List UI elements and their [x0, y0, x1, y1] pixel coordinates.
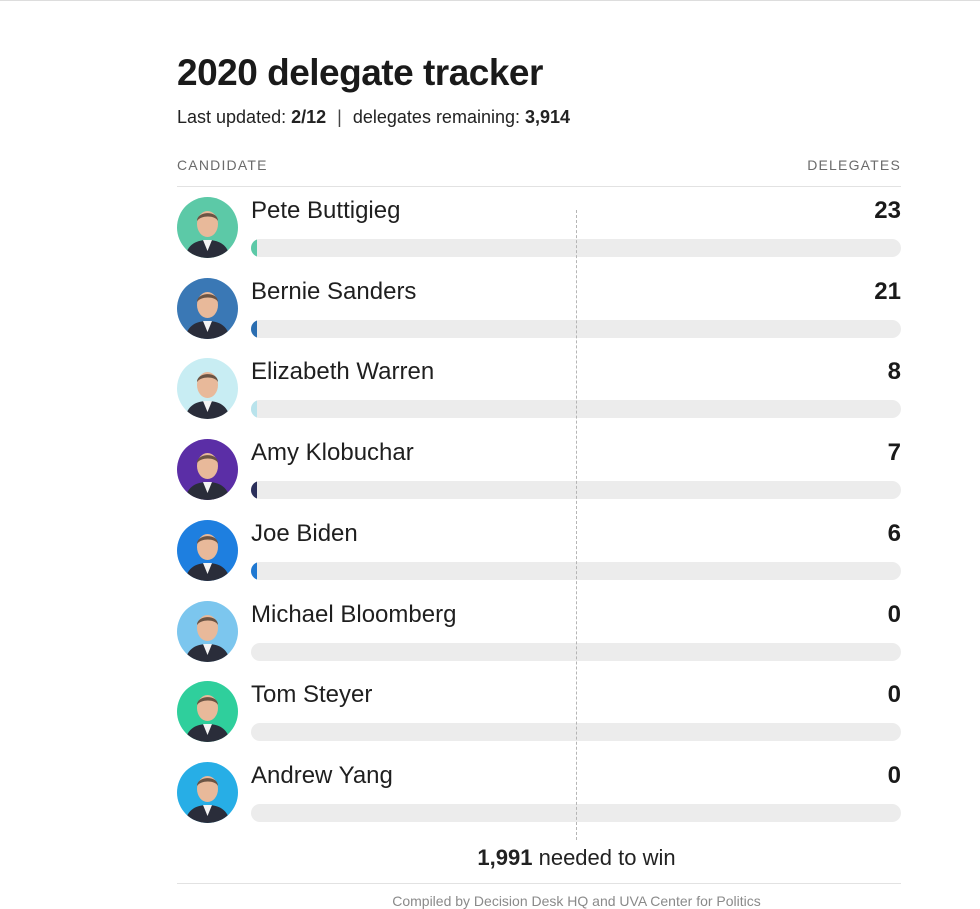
candidate-row: Joe Biden 6: [177, 519, 901, 600]
candidate-avatar: [177, 439, 238, 501]
delegate-bar: [251, 239, 257, 257]
delegate-count: 6: [887, 519, 901, 547]
delegate-count: 0: [887, 600, 901, 628]
delegate-count: 8: [887, 358, 901, 386]
delegates-column-header: DELEGATES: [807, 157, 901, 173]
win-threshold-value: 1,991: [477, 845, 533, 870]
table-header: CANDIDATE DELEGATES: [177, 157, 901, 175]
update-info: Last updated: 2/12 | delegates remaining…: [177, 107, 570, 128]
delegate-count: 0: [887, 761, 901, 789]
remaining-value: 3,914: [525, 107, 571, 127]
updated-label: Last updated:: [177, 107, 287, 127]
candidate-name: Tom Steyer: [251, 681, 373, 709]
candidate-name: Pete Buttigieg: [251, 197, 401, 224]
win-threshold-label: 1,991 needed to win: [177, 845, 976, 871]
candidate-name: Elizabeth Warren: [251, 358, 435, 386]
candidate-row: Elizabeth Warren 8: [177, 358, 901, 438]
candidate-row: Bernie Sanders 21: [177, 277, 901, 358]
delegate-bar: [251, 319, 257, 338]
delegate-bar: [251, 400, 257, 419]
candidate-avatar: [177, 519, 238, 581]
win-threshold-text: needed to win: [538, 845, 676, 870]
candidate-row: Amy Klobuchar 7: [177, 439, 901, 519]
candidate-name: Joe Biden: [251, 519, 358, 547]
candidate-row: Pete Buttigieg 23: [177, 197, 901, 277]
separator: |: [337, 107, 342, 127]
candidate-avatar: [177, 681, 238, 743]
remaining-label: delegates remaining:: [352, 107, 520, 127]
candidate-name: Amy Klobuchar: [251, 439, 414, 467]
delegate-tracker: 2020 delegate tracker Last updated: 2/12…: [177, 0, 901, 909]
candidate-row: Andrew Yang 0: [177, 761, 901, 842]
delegate-count: 7: [887, 439, 901, 467]
candidate-row: Michael Bloomberg 0: [177, 600, 901, 681]
header-divider: [177, 186, 901, 187]
footer-divider: [177, 883, 901, 884]
candidate-avatar: [177, 600, 238, 662]
candidate-column-header: CANDIDATE: [177, 157, 268, 173]
delegate-bar: [251, 561, 257, 580]
candidate-avatar: [177, 761, 238, 823]
candidate-name: Michael Bloomberg: [251, 600, 457, 628]
delegate-count: 0: [887, 681, 901, 709]
candidate-avatar: [177, 358, 238, 420]
top-divider: [0, 0, 980, 1]
candidate-name: Bernie Sanders: [251, 277, 417, 305]
candidate-name: Andrew Yang: [251, 761, 393, 789]
candidate-avatar: [177, 197, 238, 258]
updated-value: 2/12: [291, 107, 327, 127]
source-note: Compiled by Decision Desk HQ and UVA Cen…: [392, 893, 761, 909]
win-threshold-line: [576, 210, 577, 840]
delegate-count: 21: [874, 277, 901, 305]
candidate-avatar: [177, 277, 238, 339]
candidate-row: Tom Steyer 0: [177, 681, 901, 761]
page-title: 2020 delegate tracker: [177, 52, 543, 93]
delegate-bar: [251, 481, 257, 500]
delegate-count: 23: [874, 197, 901, 224]
